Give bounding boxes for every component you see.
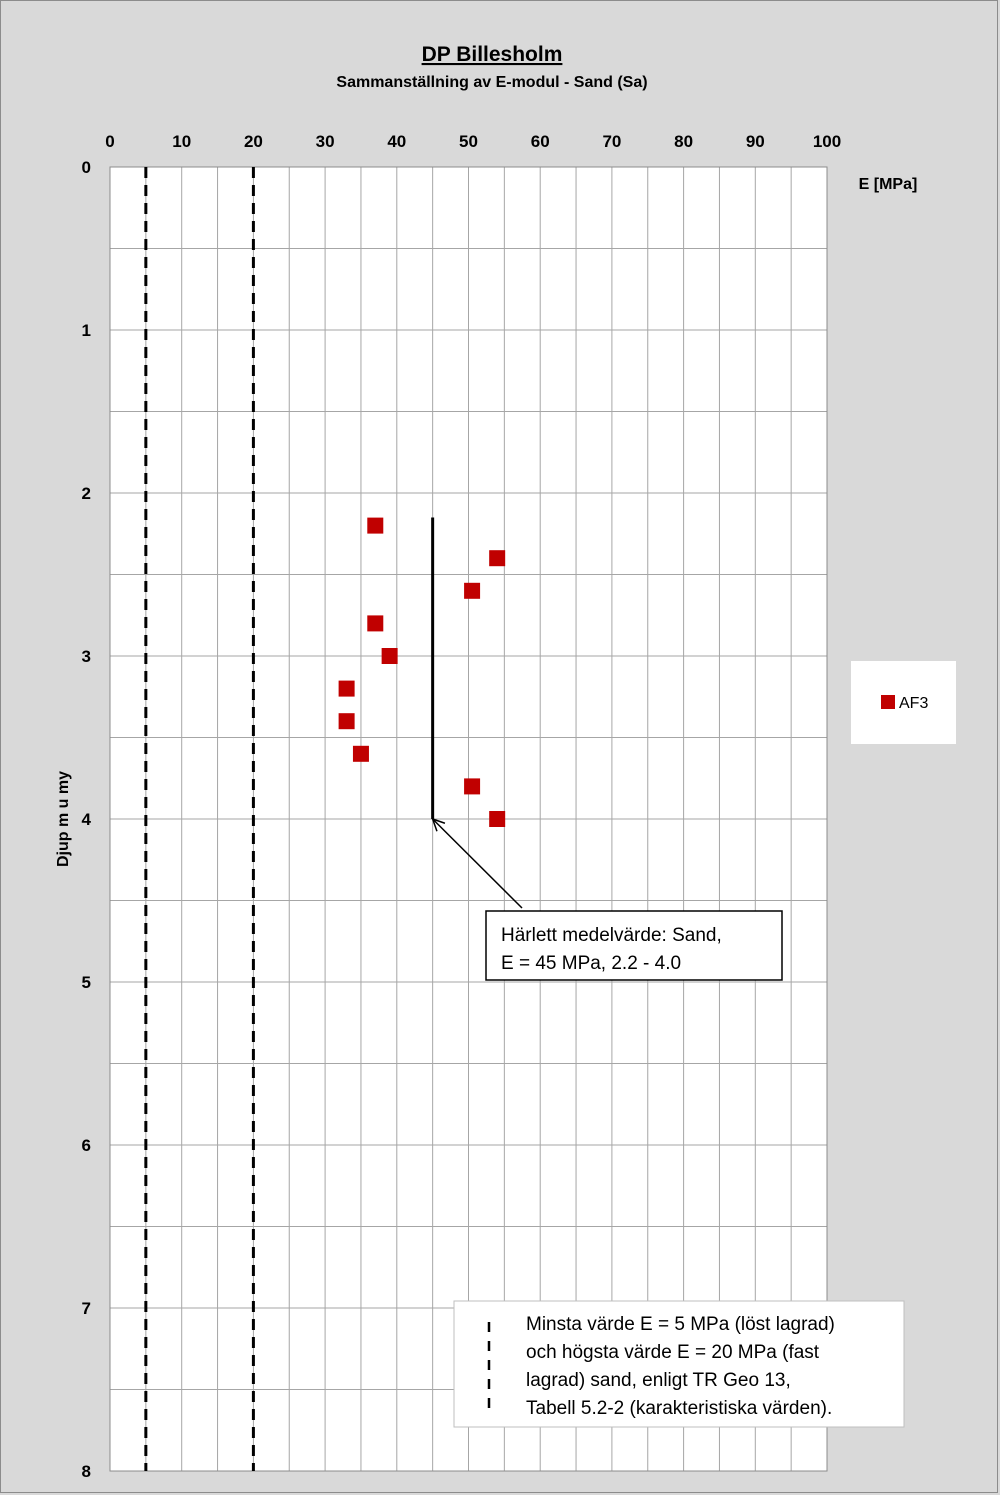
x-axis-label: E [MPa] [859,176,918,193]
y-tick-2: 2 [82,484,91,503]
point-af3-4 [381,648,398,664]
x-tick-80: 80 [674,132,693,151]
y-axis-label: Djup m u my [55,771,72,867]
y-tick-0: 0 [82,158,91,177]
y-tick-1: 1 [82,321,91,340]
data-points [338,517,506,827]
x-tick-100: 100 [813,132,841,151]
point-af3-2 [464,582,481,599]
legend-marker-af3 [881,695,895,709]
plot-border [109,166,828,1472]
x-tick-10: 10 [172,132,191,151]
chart-title: DP Billesholm [422,43,563,66]
y-tick-labels: 0 1 2 3 4 5 6 7 8 [82,158,92,1481]
reference-line-3: lagrad) sand, enligt TR Geo 13, [526,1370,791,1391]
x-tick-30: 30 [316,132,335,151]
reference-line-4: Tabell 5.2-2 (karakteristiska värden). [526,1398,832,1419]
point-af3-5 [338,680,355,697]
reference-line-1: Minsta värde E = 5 MPa (löst lagrad) [526,1314,835,1335]
y-tick-3: 3 [82,647,91,666]
legend-label-af3: AF3 [899,695,928,712]
point-af3-8 [464,778,481,795]
mean-value-box [485,910,783,981]
mean-value-line-1: Härlett medelvärde: Sand, [501,925,722,946]
x-tick-60: 60 [531,132,550,151]
annotation-arrowhead [431,817,446,832]
x-tick-labels: 0 10 20 30 40 50 60 70 80 90 100 [105,132,841,151]
point-af3-7 [352,745,369,762]
x-tick-0: 0 [105,132,114,151]
y-tick-4: 4 [82,810,92,829]
point-af3-1 [489,550,506,567]
x-tick-20: 20 [244,132,263,151]
annotation-arrow [432,818,523,909]
mean-value-line-2: E = 45 MPa, 2.2 - 4.0 [501,953,681,974]
point-af3-3 [367,615,384,632]
legend-box [851,661,956,744]
x-tick-90: 90 [746,132,765,151]
chart-subtitle: Sammanställning av E-modul - Sand (Sa) [336,74,647,91]
reference-box [453,1300,905,1428]
y-tick-6: 6 [82,1136,91,1155]
reference-line-2: och högsta värde E = 20 MPa (fast [526,1342,820,1363]
x-tick-50: 50 [459,132,478,151]
x-tick-70: 70 [602,132,621,151]
y-tick-5: 5 [82,973,91,992]
y-tick-7: 7 [82,1299,91,1318]
point-af3-0 [367,517,384,534]
point-af3-9 [489,811,506,827]
reference-lines [144,167,435,1471]
y-tick-8: 8 [82,1462,91,1481]
x-tick-40: 40 [387,132,406,151]
point-af3-6 [338,713,355,730]
